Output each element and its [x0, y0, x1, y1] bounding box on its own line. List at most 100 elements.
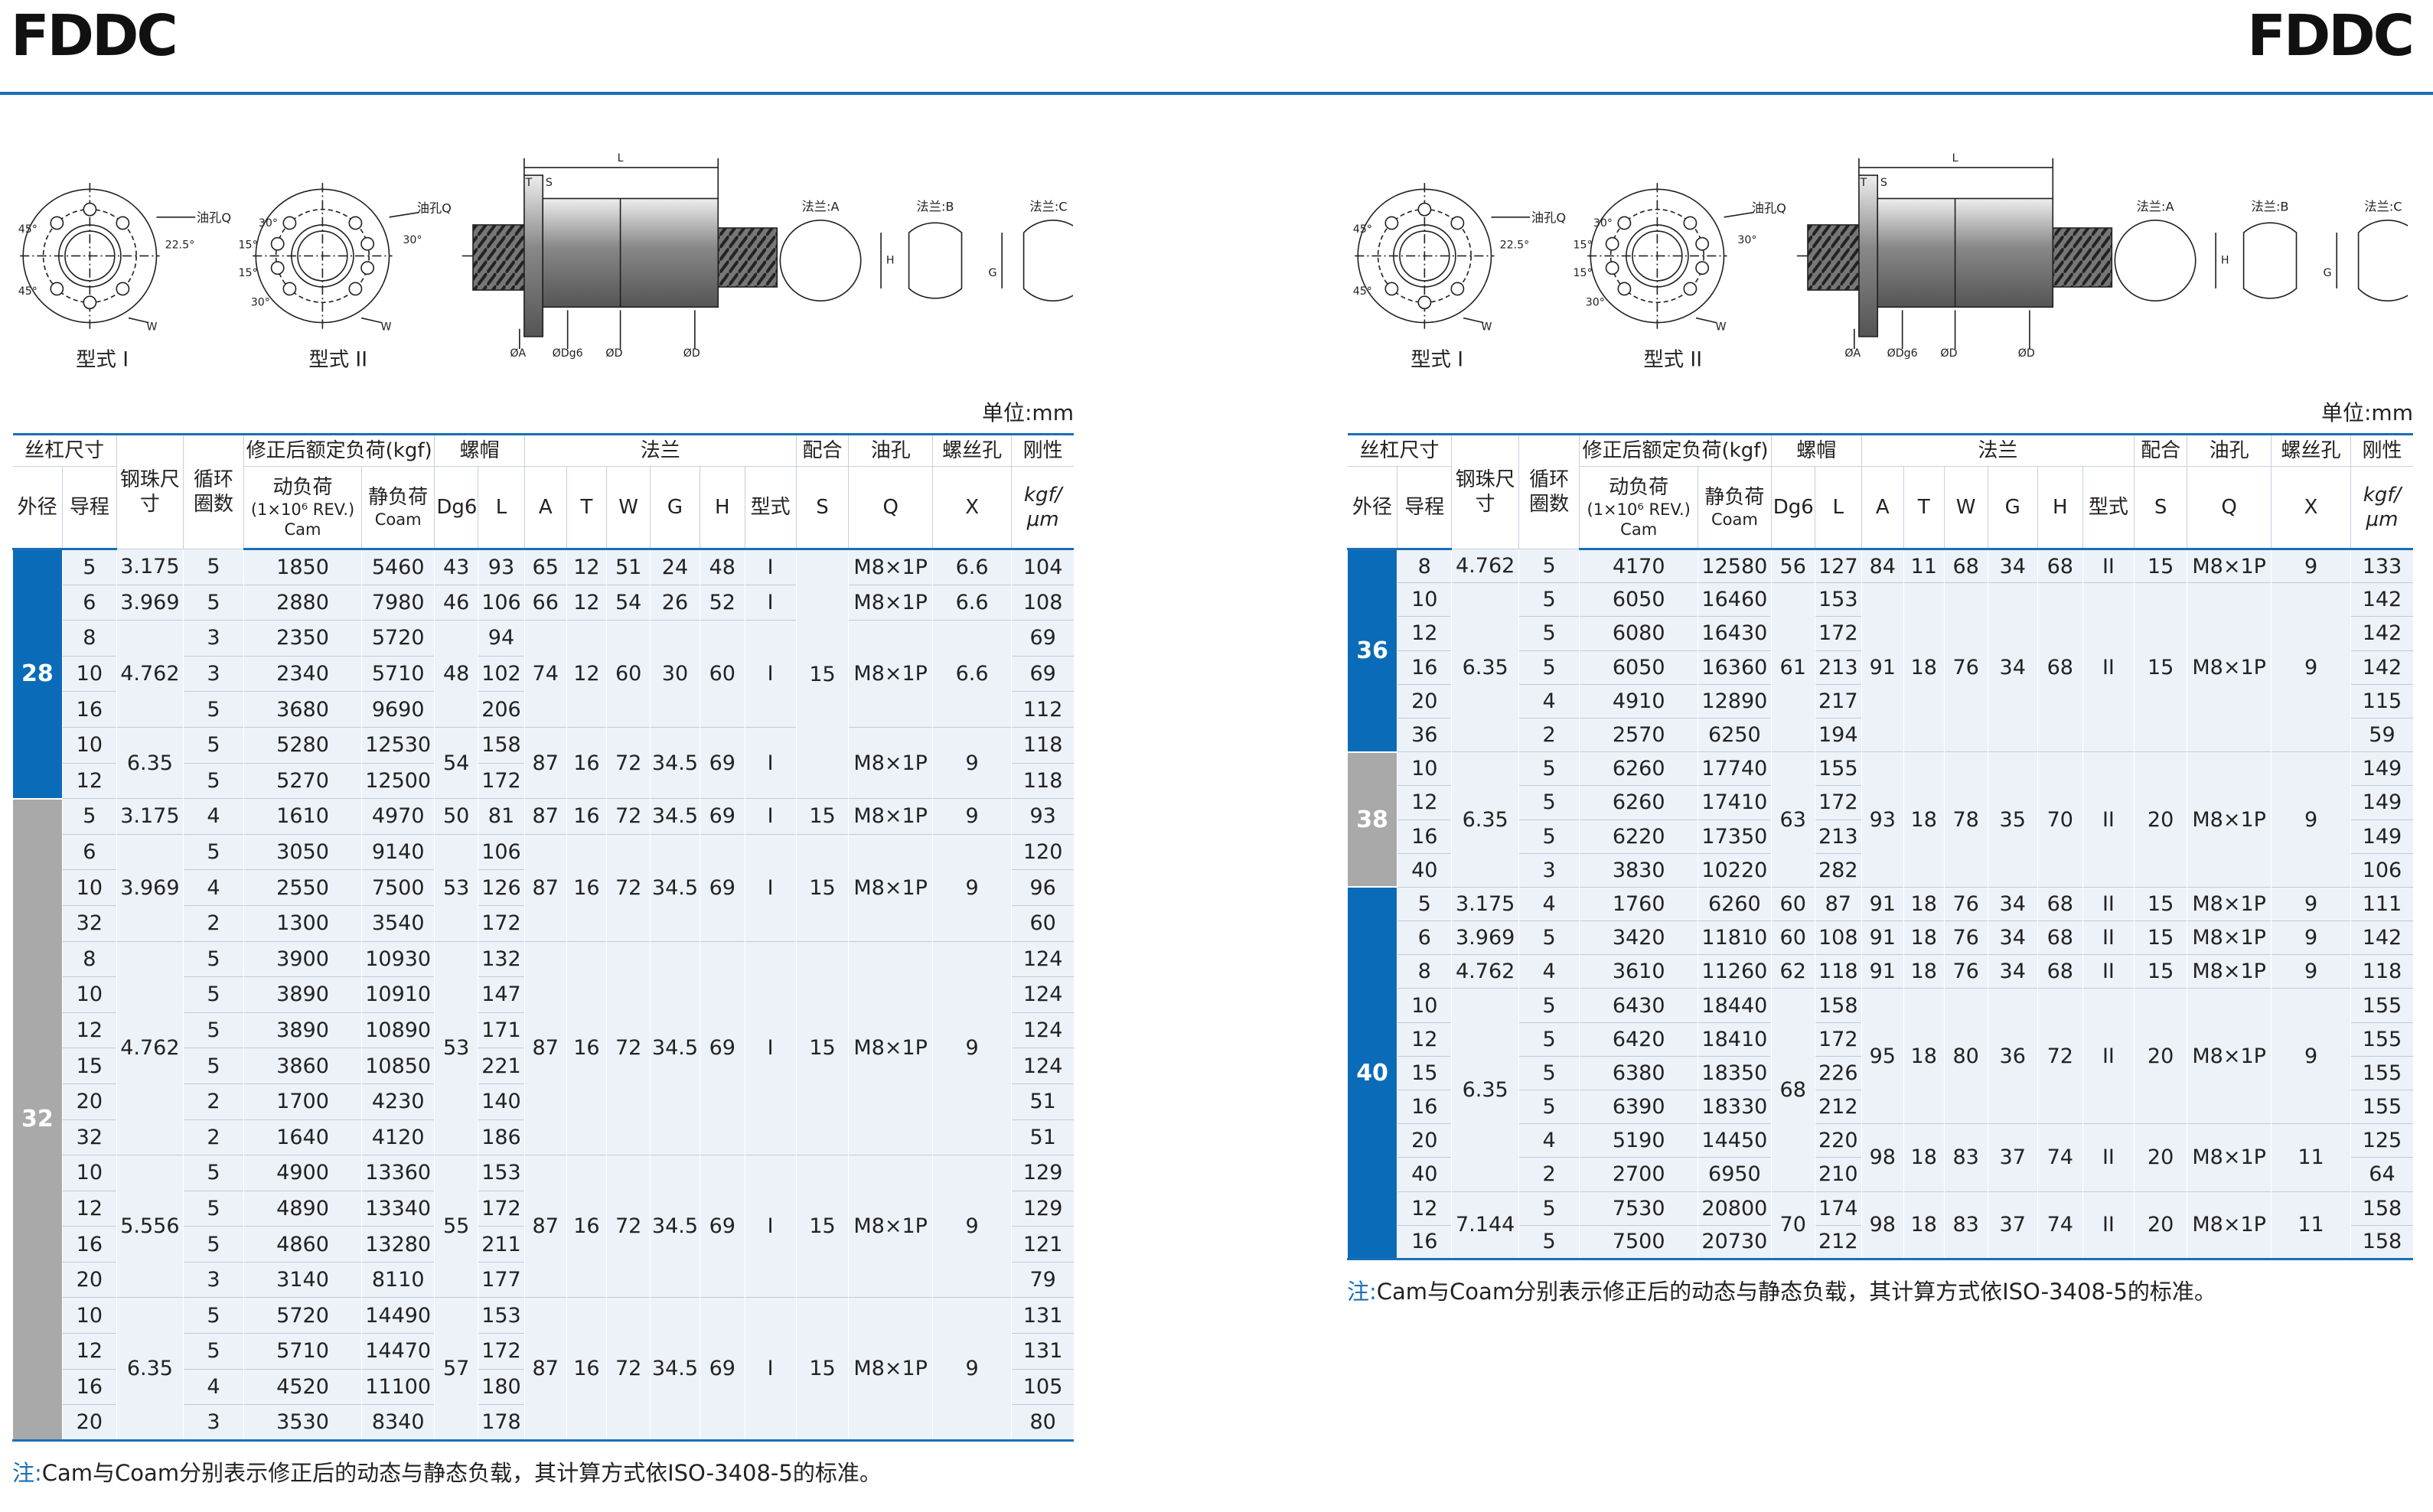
table-row: 16 5 3680 9690 206 112	[13, 691, 1074, 728]
table-cell: 69	[699, 833, 745, 942]
header-cell: X	[931, 466, 1012, 550]
table-cell: 153	[1814, 582, 1862, 617]
table-cell: 37	[1987, 1191, 2038, 1259]
table-row: 16 5 6050 16360 213 142	[1348, 650, 2413, 685]
table-cell: 131	[1011, 1333, 1074, 1370]
table-cell: 12890	[1698, 683, 1772, 719]
table-cell: 5710	[361, 655, 435, 692]
table-cell: 6.6	[931, 584, 1012, 621]
table-cell: 18	[1903, 954, 1945, 989]
header-cell: X	[2271, 466, 2351, 550]
table-cell: 5	[1518, 650, 1580, 685]
table-cell: 9	[2271, 954, 2351, 989]
table-cell: 6080	[1579, 616, 1698, 651]
diagram-label: 15°	[239, 239, 258, 251]
table-cell: 13340	[361, 1190, 435, 1227]
table-cell: 76	[1943, 886, 1988, 921]
table-row: 36 2 2570 6250 194 59	[1348, 717, 2413, 752]
table-cell: 153	[478, 1297, 525, 1334]
header-cell: kgf/μm	[1011, 466, 1074, 550]
header-cell: 导程	[61, 466, 117, 550]
table-cell: 5	[1518, 819, 1580, 854]
header-cell: Q	[2187, 466, 2272, 550]
diagram-label: 法兰:A	[2137, 200, 2174, 214]
table-cell: 212	[1814, 1224, 1862, 1259]
header-line: Cam	[1620, 520, 1658, 539]
header-cell: 钢珠尺寸	[116, 434, 184, 549]
table-cell: II	[2082, 1123, 2135, 1192]
table-cell: M8×1P	[848, 620, 933, 728]
table-row: 12 5 5270 12500 172 118	[13, 762, 1074, 799]
table-cell: 10	[61, 726, 117, 764]
diagram-label: 30°	[1593, 217, 1613, 230]
table-row: 32 2 1300 3540 172 60	[13, 904, 1074, 942]
table-cell: 80	[1943, 988, 1988, 1124]
header-cell: 修正后额定负荷(kgf)	[243, 434, 435, 467]
table-cell: 2	[182, 904, 244, 942]
diagram-label: 油孔Q	[417, 201, 452, 216]
table-cell: 142	[2350, 582, 2413, 617]
table-cell: 20	[61, 1083, 117, 1119]
table-cell: 10	[1397, 582, 1452, 617]
diagram-label: 30°	[1737, 234, 1756, 246]
table-cell: 10850	[361, 1048, 435, 1084]
diagram-label: ØD	[1940, 347, 1957, 360]
table-cell: 10910	[361, 976, 435, 1013]
table-cell: 178	[478, 1404, 525, 1441]
diagram-label: 45°	[18, 223, 38, 236]
table-row: 10 6.35 5 6050 16460 61 153 91 18 76 34 68 II 15 M8×1P…	[1348, 582, 2413, 752]
table-cell: 6.6	[931, 620, 1012, 728]
table-cell: 11810	[1698, 921, 1772, 955]
table-cell: 9	[2271, 988, 2351, 1124]
table-cell: I	[744, 584, 797, 621]
header-cell: S	[795, 466, 849, 550]
table-cell: 9	[931, 726, 1012, 799]
table-cell: 91	[1861, 921, 1904, 955]
table-cell: 87	[523, 1297, 567, 1441]
table-cell: 5	[182, 833, 244, 870]
table-cell: 62	[1770, 954, 1815, 989]
table-cell: 5	[1518, 548, 1580, 583]
table-cell: 4520	[243, 1368, 362, 1405]
table-cell: 118	[2350, 954, 2413, 989]
table-cell: 4	[182, 1368, 244, 1405]
table-cell: 55	[434, 1155, 478, 1298]
table-cell: 9	[2271, 921, 2351, 955]
table-cell: 5	[61, 798, 117, 835]
table-row: 36 8 4.762 5 4170 12580 56 127 84 11 68 34 68 II 15 M8×…	[1346, 548, 2413, 752]
table-cell: 5	[182, 976, 244, 1013]
table-cell: 69	[699, 1155, 745, 1298]
table-cell: 11	[2271, 1191, 2351, 1259]
table-cell: 3680	[243, 691, 362, 728]
table-cell: 5	[182, 1226, 244, 1263]
table-cell: 6950	[1698, 1157, 1772, 1192]
table-cell: 10	[61, 655, 117, 692]
table-cell: 15	[795, 1155, 849, 1298]
table-row: 12 5 6080 16430 172 142	[1348, 616, 2413, 651]
table-cell: 80	[1011, 1404, 1074, 1441]
table-cell: 3	[182, 655, 244, 692]
table-cell: 132	[478, 940, 525, 977]
table-cell: 16	[566, 798, 607, 835]
table-cell: 102	[478, 655, 525, 692]
table-cell: 172	[478, 904, 525, 942]
table-cell: 5	[182, 726, 244, 764]
table-cell: 18	[1903, 1191, 1945, 1259]
table-cell: 6.35	[1451, 988, 1519, 1192]
table-cell: 83	[1943, 1191, 1988, 1259]
table-cell: 172	[478, 1190, 525, 1227]
table-cell: 5	[182, 940, 244, 977]
header-cell: T	[1903, 466, 1945, 550]
table-cell: 3.175	[1451, 886, 1519, 921]
table-cell: 4	[1518, 954, 1580, 989]
diagram-label: 22.5°	[1500, 239, 1530, 251]
diagram-label: 30°	[403, 234, 422, 246]
table-cell: 4.762	[1451, 548, 1519, 583]
table-cell: 15	[2133, 548, 2187, 583]
diagram-label: ØDg6	[553, 347, 583, 360]
header-cell: G	[1987, 466, 2038, 550]
table-cell: 155	[2350, 988, 2413, 1023]
header-cell: 型式	[744, 466, 797, 550]
table-cell: 2350	[243, 620, 362, 657]
